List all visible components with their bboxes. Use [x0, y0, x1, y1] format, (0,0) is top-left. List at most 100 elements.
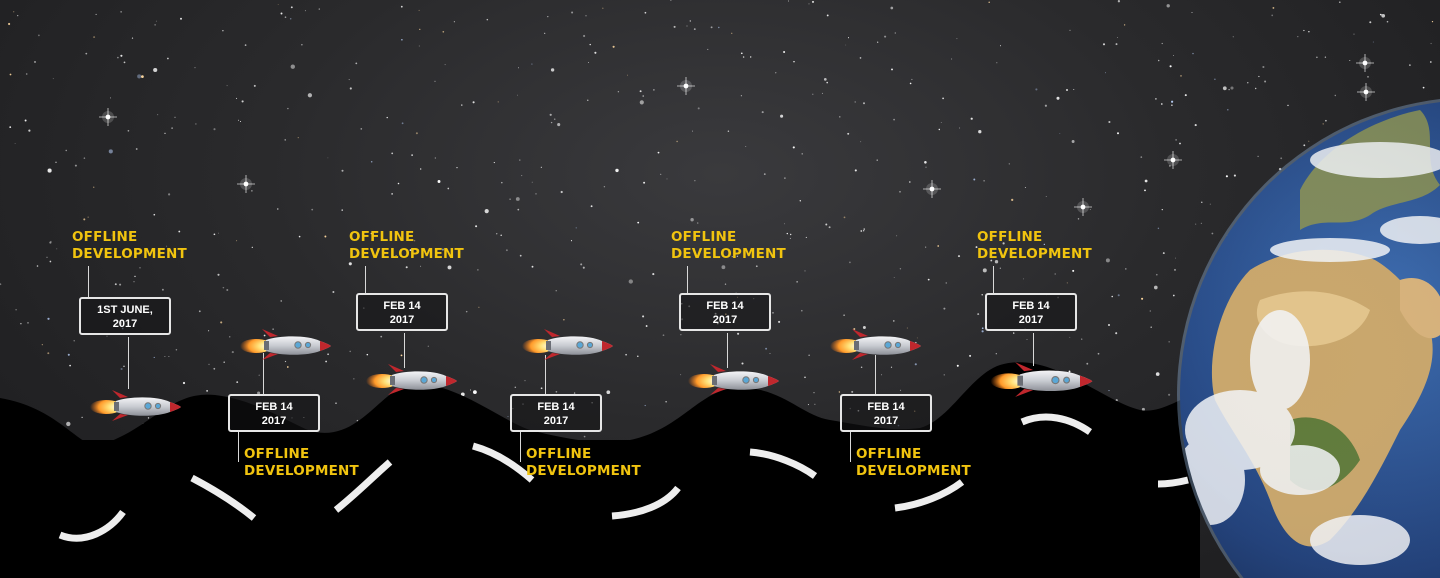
star [999, 267, 1001, 269]
star [427, 345, 429, 347]
connector-line [263, 353, 264, 395]
star [1349, 60, 1351, 61]
star [1115, 332, 1118, 335]
star [290, 6, 293, 9]
star [994, 260, 999, 264]
star [287, 107, 289, 110]
rocket-icon [522, 328, 614, 361]
star [139, 266, 141, 269]
star [639, 90, 642, 93]
star [680, 334, 682, 336]
star [472, 101, 475, 104]
star [164, 356, 166, 357]
milestone-title-line: DEVELOPMENT [977, 246, 1092, 262]
star [1191, 11, 1193, 14]
star [453, 21, 455, 23]
star [1072, 269, 1075, 272]
star [724, 283, 727, 285]
star [676, 140, 678, 143]
star [999, 45, 1002, 47]
star [1367, 76, 1369, 78]
road-core [0, 440, 1200, 540]
star [582, 266, 585, 269]
star [83, 157, 86, 159]
star [925, 166, 927, 168]
star [1209, 203, 1211, 205]
star [318, 8, 320, 10]
star [1043, 243, 1045, 246]
star [769, 353, 771, 354]
star [615, 168, 619, 173]
star [272, 328, 274, 330]
star [324, 235, 327, 238]
star [226, 85, 228, 87]
star [133, 281, 135, 283]
star [38, 34, 40, 37]
star [956, 364, 959, 367]
star [1108, 390, 1110, 392]
milestone-title-line: OFFLINE [856, 446, 922, 462]
star [505, 249, 508, 252]
star [1175, 139, 1177, 141]
star [975, 246, 978, 249]
star [862, 326, 866, 329]
milestone-date-line: 2017 [712, 314, 738, 326]
star [765, 347, 768, 350]
star [1255, 87, 1257, 90]
star [17, 14, 19, 17]
star [1117, 132, 1119, 135]
star [1195, 223, 1197, 225]
star [341, 169, 344, 172]
star [894, 32, 896, 34]
star [36, 265, 39, 267]
star [1200, 222, 1203, 225]
milestone-date-line: FEB 14 [255, 401, 293, 413]
star [860, 141, 862, 143]
star [325, 360, 327, 363]
star [1144, 179, 1148, 183]
star [899, 268, 902, 270]
star [85, 52, 88, 55]
milestone-title-line: DEVELOPMENT [72, 246, 187, 262]
star [213, 128, 216, 131]
star [486, 18, 489, 21]
star [1161, 42, 1163, 45]
star [839, 116, 841, 118]
star [535, 193, 537, 195]
star [258, 374, 260, 376]
star [937, 245, 940, 247]
star [740, 52, 743, 55]
star [15, 308, 17, 311]
star [1173, 55, 1174, 57]
star [793, 61, 795, 63]
star [355, 62, 358, 65]
milestone-date-box: FEB 14 2017 [228, 394, 320, 432]
star [356, 419, 359, 422]
star [863, 230, 865, 232]
star [501, 181, 503, 184]
star [348, 262, 352, 266]
star [1372, 41, 1374, 43]
milestone-title-line: DEVELOPMENT [671, 246, 786, 262]
star [665, 401, 667, 403]
star [447, 265, 452, 270]
bright-star [923, 180, 941, 198]
star [473, 390, 477, 394]
star [1171, 100, 1174, 103]
star [911, 78, 913, 81]
star [1409, 64, 1411, 66]
star [823, 78, 827, 81]
star [208, 363, 210, 366]
star [460, 392, 465, 397]
star [891, 68, 893, 71]
star [531, 63, 533, 65]
star [1154, 97, 1157, 100]
star [813, 392, 815, 394]
star [8, 22, 11, 26]
star [644, 404, 646, 407]
star [1144, 189, 1146, 192]
star [788, 0, 789, 2]
star [847, 37, 850, 39]
star [257, 391, 261, 395]
star [327, 157, 329, 159]
